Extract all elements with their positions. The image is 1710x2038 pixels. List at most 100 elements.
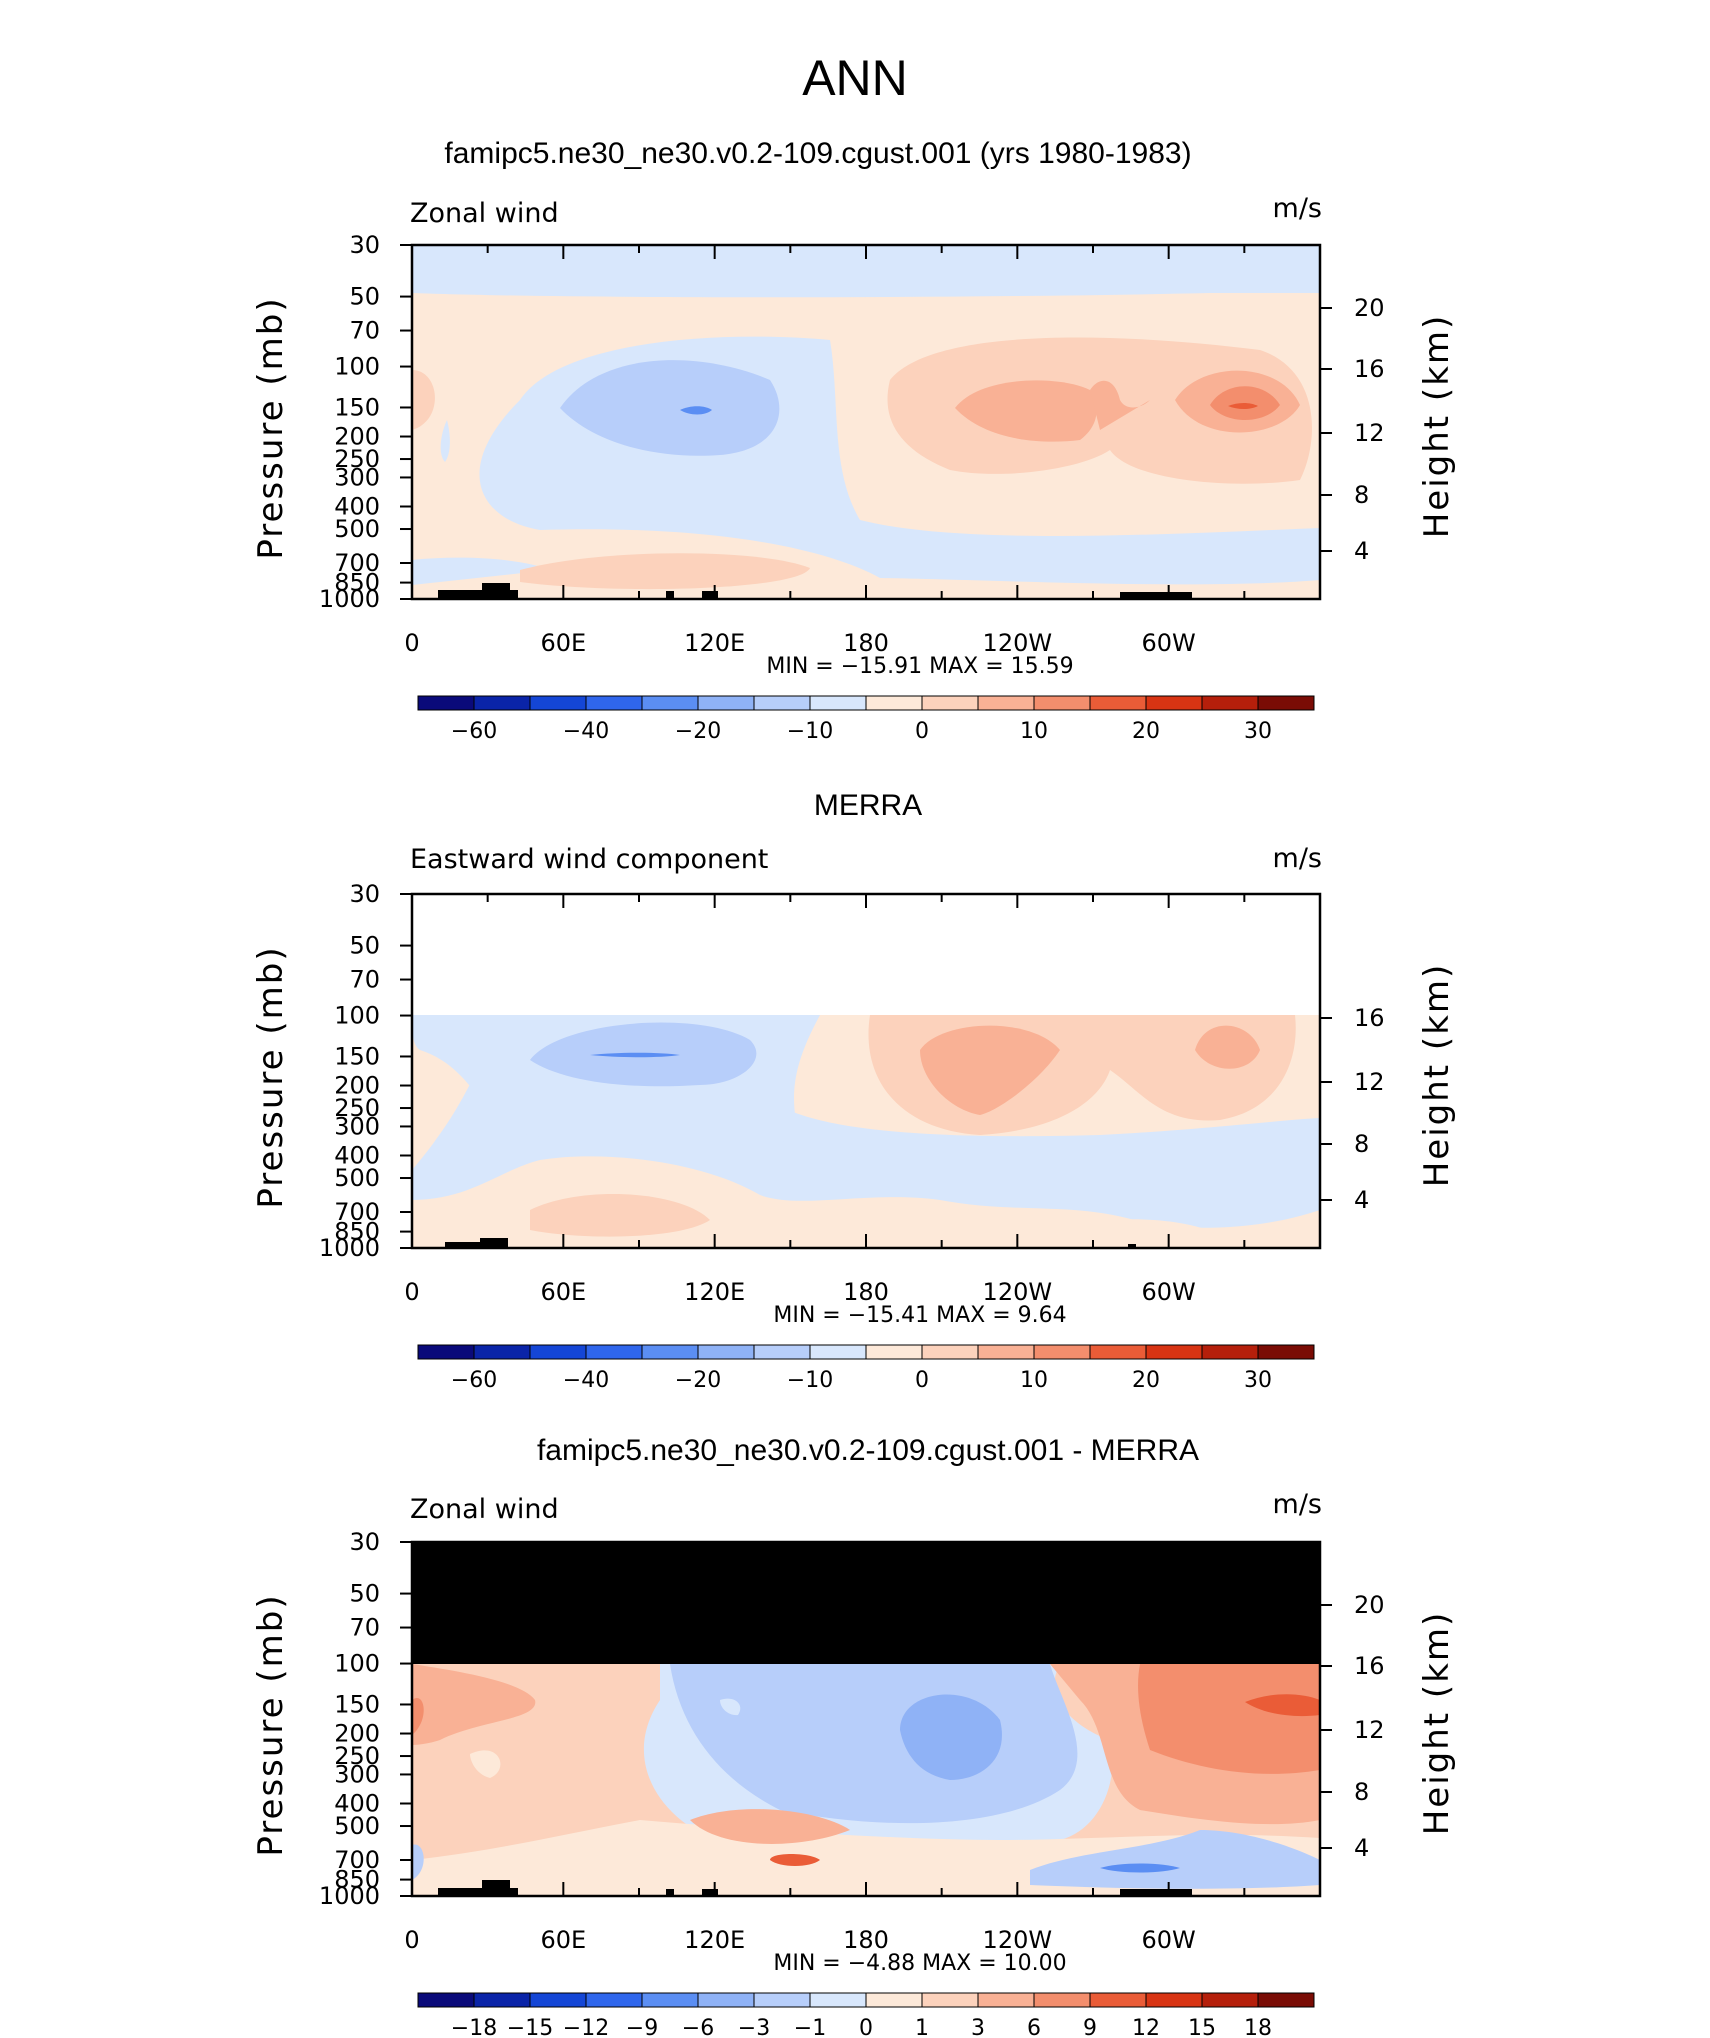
colorbar-swatch xyxy=(977,1992,1035,2008)
height-tick-label: 12 xyxy=(1354,1716,1385,1744)
x-tick-label: 60E xyxy=(540,1926,586,1954)
colorbar-swatch xyxy=(585,1992,643,2008)
figure-title: ANN xyxy=(802,50,908,106)
colorbar-swatch xyxy=(1033,1992,1091,2008)
y-tick-label: 100 xyxy=(334,353,380,381)
y-axis-label: Pressure (mb) xyxy=(251,945,291,1208)
colorbar-swatch xyxy=(1201,1992,1259,2008)
colorbar-swatch xyxy=(1257,695,1315,711)
colorbar-label: 0 xyxy=(915,1368,929,1393)
colorbar-swatch xyxy=(1145,1344,1203,1360)
colorbar-label: −40 xyxy=(563,1368,609,1393)
colorbar-label: 20 xyxy=(1132,1368,1160,1393)
colorbar-swatch xyxy=(529,1992,587,2008)
colorbar-label: −10 xyxy=(787,719,833,744)
y-tick-label: 1000 xyxy=(319,585,380,613)
colorbar-swatch xyxy=(1089,1344,1147,1360)
y-tick-label: 500 xyxy=(334,1812,380,1840)
x-tick-label: 120E xyxy=(684,1278,745,1306)
y-tick-label: 400 xyxy=(334,492,380,520)
colorbar-label: −20 xyxy=(675,1368,721,1393)
colorbar-swatch xyxy=(1257,1992,1315,2008)
x-tick-label: 120W xyxy=(983,1926,1053,1954)
panel-1-height-axis: 20 16 12 8 4 Height (km) xyxy=(1320,294,1457,565)
colorbar-label: −1 xyxy=(794,2016,826,2038)
colorbar-swatch xyxy=(697,1344,755,1360)
colorbar-label: −18 xyxy=(451,2016,497,2038)
height-axis-label: Height (km) xyxy=(1417,314,1457,539)
panel-3-title: famipc5.ne30_ne30.v0.2-109.cgust.001 - M… xyxy=(537,1434,1199,1467)
colorbar-label: 20 xyxy=(1132,719,1160,744)
x-tick-label: 60E xyxy=(540,1278,586,1306)
x-tick-label: 0 xyxy=(404,1926,419,1954)
x-tick-label: 60W xyxy=(1142,1278,1196,1306)
colorbar-label: −12 xyxy=(563,2016,609,2038)
panel-2-height-axis: 16 12 8 4 Height (km) xyxy=(1320,963,1457,1214)
colorbar-swatch xyxy=(473,1992,531,2008)
colorbar-swatch xyxy=(417,1344,475,1360)
y-tick-label: 300 xyxy=(334,463,380,491)
y-tick-label: 150 xyxy=(334,1042,380,1070)
y-tick-label: 400 xyxy=(334,1141,380,1169)
x-tick-label: 60W xyxy=(1142,1926,1196,1954)
colorbar-swatch xyxy=(921,1344,979,1360)
colorbar-swatch xyxy=(1145,695,1203,711)
colorbar-label: 12 xyxy=(1132,2016,1160,2038)
colorbar-label: 0 xyxy=(859,2016,873,2038)
x-tick-label: 180 xyxy=(843,1926,889,1954)
panel-3-variable: Zonal wind xyxy=(410,1494,559,1525)
x-tick-label: 120W xyxy=(983,1278,1053,1306)
colorbar-swatch xyxy=(753,695,811,711)
colorbar-swatch xyxy=(697,1992,755,2008)
y-tick-label: 700 xyxy=(334,1846,380,1874)
colorbar-swatch xyxy=(473,695,531,711)
x-tick-label: 120E xyxy=(684,629,745,657)
colorbar-swatch xyxy=(1145,1992,1203,2008)
y-tick-label: 500 xyxy=(334,1164,380,1192)
x-tick-label: 120W xyxy=(983,629,1053,657)
colorbar-swatch xyxy=(417,1992,475,2008)
height-tick-label: 20 xyxy=(1354,1591,1385,1619)
colorbar-swatch xyxy=(865,695,923,711)
x-tick-label: 0 xyxy=(404,629,419,657)
y-tick-label: 200 xyxy=(334,423,380,451)
colorbar-swatch xyxy=(1089,695,1147,711)
colorbar-swatch xyxy=(809,1992,867,2008)
colorbar-swatch xyxy=(641,695,699,711)
panel-2: MERRA Eastward wind component m/s 30 50 70… xyxy=(251,789,1457,1393)
height-tick-label: 8 xyxy=(1354,481,1369,509)
colorbar-label: 30 xyxy=(1244,719,1272,744)
height-tick-label: 4 xyxy=(1354,537,1369,565)
height-tick-label: 16 xyxy=(1354,355,1385,383)
x-tick-label: 180 xyxy=(843,629,889,657)
colorbar-swatch xyxy=(641,1344,699,1360)
colorbar-label: 18 xyxy=(1244,2016,1272,2038)
panel-1-title: famipc5.ne30_ne30.v0.2-109.cgust.001 (yr… xyxy=(444,137,1191,170)
y-tick-label: 100 xyxy=(334,1002,380,1030)
panel-1-variable: Zonal wind xyxy=(410,198,559,229)
y-axis-label: Pressure (mb) xyxy=(251,1593,291,1856)
y-tick-label: 70 xyxy=(349,1614,380,1642)
colorbar-swatch xyxy=(1257,1344,1315,1360)
colorbar-swatch xyxy=(865,1992,923,2008)
y-tick-label: 850 xyxy=(334,1218,380,1246)
panel-3-contours xyxy=(412,1542,1320,1896)
colorbar-swatch xyxy=(865,1344,923,1360)
panel-2-title: MERRA xyxy=(814,789,922,822)
y-tick-label: 30 xyxy=(349,880,380,908)
x-tick-label: 120E xyxy=(684,1926,745,1954)
colorbar-swatch xyxy=(921,1992,979,2008)
colorbar-label: −15 xyxy=(507,2016,553,2038)
colorbar-swatch xyxy=(809,695,867,711)
colorbar-label: 0 xyxy=(915,719,929,744)
x-tick-label: 60E xyxy=(540,629,586,657)
height-tick-label: 12 xyxy=(1354,419,1385,447)
y-tick-label: 100 xyxy=(334,1650,380,1678)
panel-3-colorbar: −18 −15 −12 −9 −6 −3 −1 0 1 3 6 9 12 15 18 xyxy=(417,1992,1315,2038)
height-tick-label: 20 xyxy=(1354,294,1385,322)
panel-1-units: m/s xyxy=(1273,193,1322,224)
y-tick-label: 300 xyxy=(334,1760,380,1788)
